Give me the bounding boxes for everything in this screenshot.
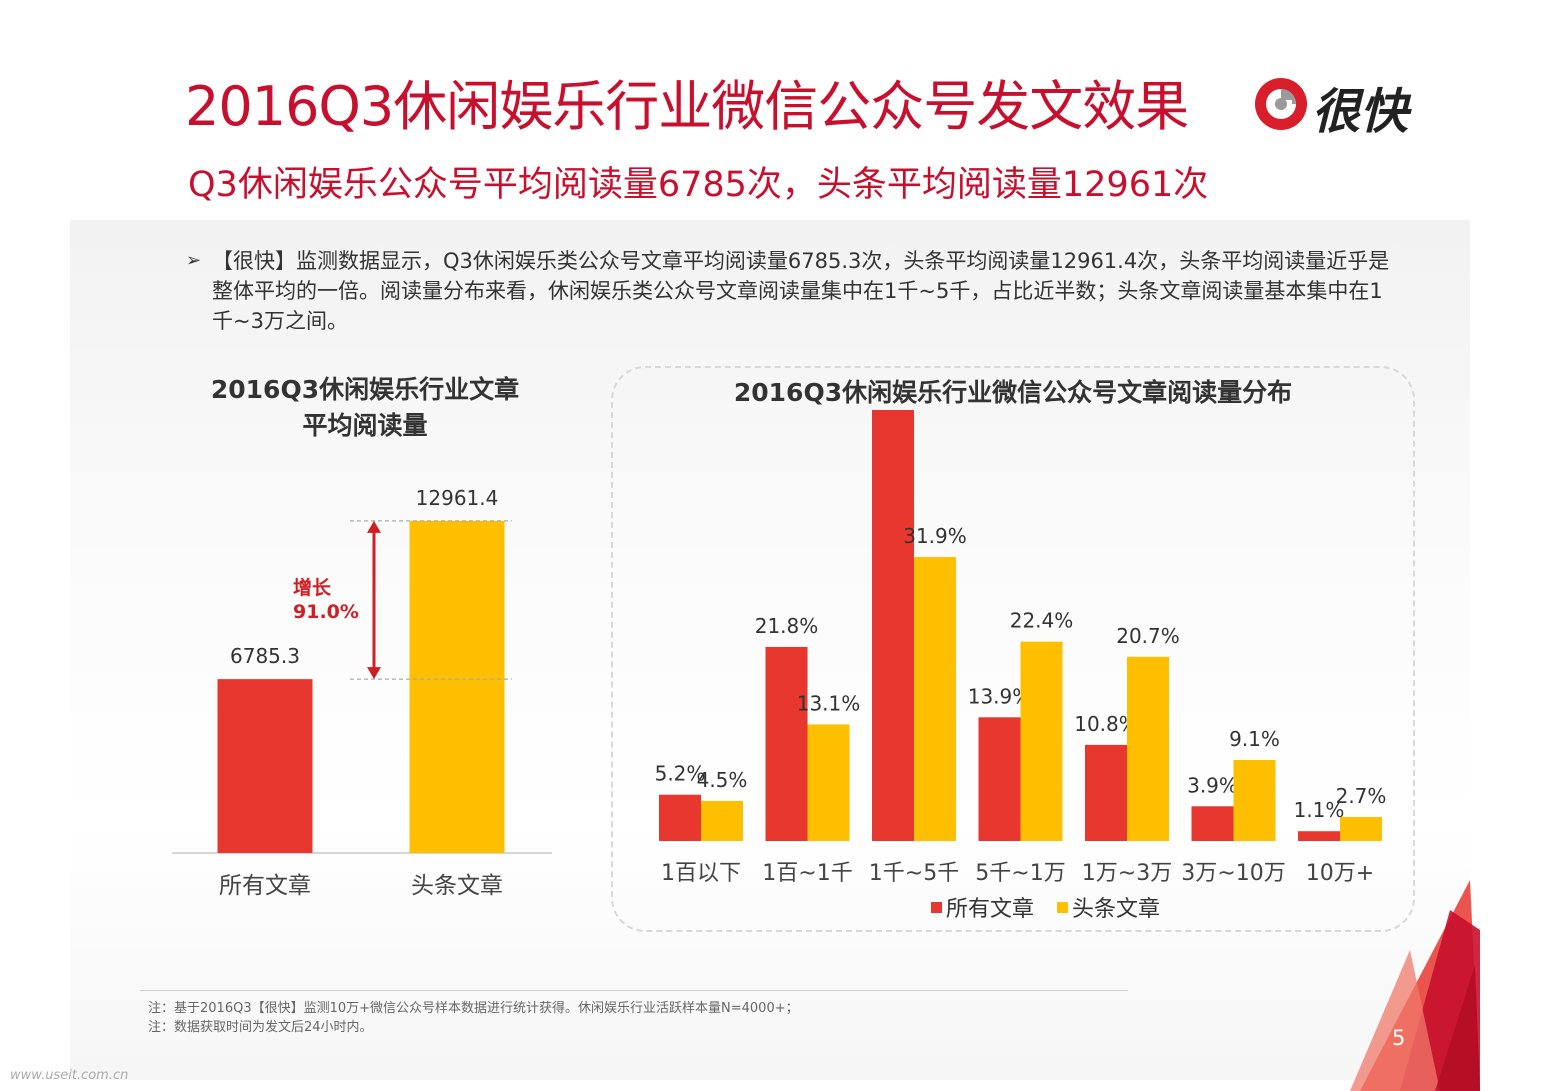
right-bar-value-label: 4.5%: [697, 768, 748, 792]
footer-divider: [140, 990, 1128, 991]
legend-label-2: 头条文章: [1072, 897, 1160, 922]
right-category-label: 10万+: [1306, 861, 1374, 886]
left-category-label: 头条文章: [411, 873, 503, 899]
right-category-label: 3万~10万: [1181, 861, 1285, 886]
right-bar-top-2: [807, 724, 850, 841]
right-bar-all-4: [978, 717, 1021, 841]
left-category-label: 所有文章: [219, 873, 311, 899]
right-bar-value-label: 22.4%: [1010, 609, 1074, 633]
right-bar-value-label: 20.7%: [1116, 624, 1180, 648]
right-chart-title: 2016Q3休闲娱乐行业微信公众号文章阅读量分布: [733, 378, 1293, 407]
left-bar-1: [217, 679, 313, 853]
left-chart-title-line2: 平均阅读量: [302, 411, 428, 440]
right-bar-value-label: 1.1%: [1294, 798, 1345, 822]
right-bar-all-6: [1191, 806, 1234, 841]
right-bar-value-label: 9.1%: [1229, 727, 1280, 751]
growth-label: 增长: [293, 576, 332, 599]
right-bar-all-2: [765, 646, 808, 841]
summary-paragraph: ➢ 【很快】监测数据显示，Q3休闲娱乐类公众号文章平均阅读量6785.3次，头条…: [186, 246, 1396, 336]
legend-label-1: 所有文章: [946, 897, 1034, 922]
right-chart-panel: [611, 366, 1415, 932]
right-chart: 5.2%4.5%1百以下21.8%13.1%1百~1千48.5%31.9%1千~…: [655, 410, 1387, 922]
growth-arrow-down-icon: [367, 667, 381, 680]
bullet-arrow-icon: ➢: [186, 250, 202, 271]
right-bar-value-label: 2.7%: [1336, 784, 1387, 808]
right-bar-value-label: 31.9%: [903, 524, 967, 548]
left-chart-title: 2016Q3休闲娱乐行业文章 平均阅读量: [170, 372, 560, 444]
right-bar-all-3: [872, 410, 914, 841]
left-bar-value-label: 6785.3: [230, 644, 300, 668]
right-bar-all-7: [1298, 831, 1340, 841]
logo-mark-icon: [1255, 78, 1307, 130]
right-category-label: 1千~5千: [869, 861, 959, 886]
brand-logo: 很快: [1250, 72, 1430, 140]
right-bar-top-7: [1340, 816, 1382, 841]
logo-text: 很快: [1312, 84, 1409, 140]
watermark: www.useit.com.cn: [10, 1068, 129, 1083]
right-bar-top-1: [701, 800, 743, 841]
right-bar-top-3: [914, 557, 956, 841]
right-bar-top-4: [1020, 641, 1063, 841]
legend-swatch-2: [1057, 902, 1068, 913]
right-bar-value-label: 13.1%: [797, 691, 861, 715]
right-bar-all-5: [1085, 744, 1127, 841]
growth-value: 91.0%: [293, 601, 359, 623]
left-bar-value-label: 12961.4: [416, 486, 499, 510]
right-bar-top-6: [1233, 760, 1276, 841]
growth-arrow-up-icon: [367, 520, 381, 533]
right-bar-all-1: [659, 794, 701, 841]
footnote-1: 注：基于2016Q3【很快】监测10万+微信公众号样本数据进行统计获得。休闲娱乐…: [148, 1001, 799, 1016]
right-bar-value-label: 3.9%: [1187, 773, 1238, 797]
right-category-label: 1百~1千: [762, 861, 852, 886]
legend-swatch-1: [931, 902, 942, 913]
corner-decoration: [1350, 880, 1480, 1091]
right-bar-value-label: 21.8%: [755, 614, 819, 638]
page-number: 5: [1392, 1026, 1406, 1050]
page-title: 2016Q3休闲娱乐行业微信公众号发文效果: [185, 75, 1189, 138]
right-category-label: 1百以下: [661, 861, 741, 886]
right-bar-top-5: [1127, 656, 1169, 841]
footnotes: 注：基于2016Q3【很快】监测10万+微信公众号样本数据进行统计获得。休闲娱乐…: [148, 999, 799, 1037]
left-chart-title-line1: 2016Q3休闲娱乐行业文章: [210, 375, 520, 404]
right-category-label: 1万~3万: [1082, 861, 1172, 886]
left-bar-2: [409, 520, 505, 853]
footnote-2: 注：数据获取时间为发文后24小时内。: [148, 1020, 373, 1035]
summary-text: 【很快】监测数据显示，Q3休闲娱乐类公众号文章平均阅读量6785.3次，头条平均…: [212, 249, 1390, 333]
page-subtitle: Q3休闲娱乐公众号平均阅读量6785次，头条平均阅读量12961次: [188, 165, 1209, 205]
right-bar-value-label: 5.2%: [655, 762, 706, 786]
right-category-label: 5千~1万: [975, 861, 1065, 886]
